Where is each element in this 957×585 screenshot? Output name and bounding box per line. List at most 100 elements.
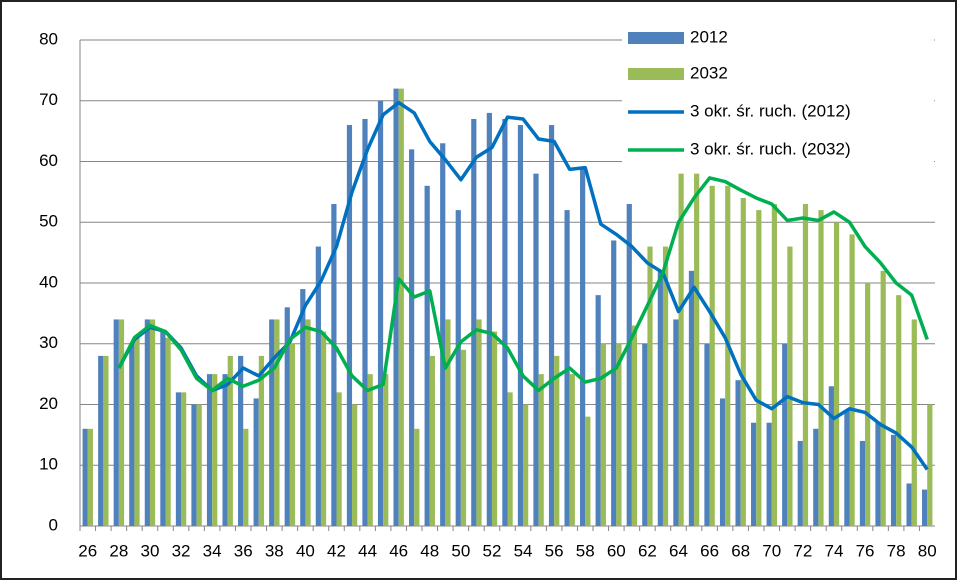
bar [548, 125, 555, 527]
bar [523, 404, 529, 526]
bar [647, 246, 653, 527]
bar [113, 319, 119, 526]
bar [911, 319, 917, 526]
bar [569, 374, 575, 526]
bar [118, 319, 125, 526]
bar [305, 319, 311, 526]
bar [657, 270, 663, 526]
y-tick-label: 70 [39, 90, 58, 109]
bar [725, 185, 731, 527]
bar [735, 380, 741, 526]
bar [782, 343, 788, 526]
bar [191, 404, 197, 526]
bar [269, 319, 275, 526]
bar [538, 374, 544, 526]
bar [87, 428, 93, 526]
bar [367, 374, 373, 526]
bar [346, 125, 353, 527]
bar [880, 270, 886, 526]
x-tick-label: 38 [265, 541, 284, 560]
y-tick-label: 30 [39, 333, 58, 352]
bar [611, 240, 617, 526]
x-tick-label: 54 [514, 541, 533, 560]
bar [440, 143, 446, 526]
bar [626, 204, 632, 526]
x-tick-label: 52 [482, 541, 501, 560]
bar [616, 343, 622, 526]
x-tick-label: 28 [109, 541, 128, 560]
bar [253, 398, 259, 526]
bar [751, 422, 757, 526]
bar [554, 355, 560, 526]
bar [315, 246, 321, 527]
x-tick-label: 50 [451, 541, 470, 560]
bar [471, 118, 477, 526]
bar [134, 337, 140, 526]
bar [383, 374, 389, 526]
bar [165, 337, 171, 526]
bar [642, 343, 648, 526]
x-tick-label: 42 [327, 541, 346, 560]
bar [906, 483, 912, 526]
x-tick-label: 78 [887, 541, 906, 560]
bar [274, 319, 280, 526]
bar [212, 374, 218, 526]
y-tick-label: 40 [39, 272, 58, 291]
legend-label: 2012 [690, 27, 728, 46]
x-tick-label: 70 [762, 541, 781, 560]
bar [331, 204, 337, 526]
bar [196, 404, 202, 526]
bar [414, 428, 420, 526]
y-tick-label: 80 [39, 29, 58, 48]
x-tick-label: 34 [203, 541, 222, 560]
bar [585, 416, 591, 526]
bar [491, 331, 498, 526]
bar [595, 295, 601, 526]
x-tick-label: 40 [296, 541, 315, 560]
x-tick-label: 62 [638, 541, 657, 560]
bar [673, 319, 679, 526]
bar [771, 204, 777, 526]
bar [756, 210, 762, 526]
bar [859, 440, 866, 526]
bar [476, 319, 482, 526]
bar [103, 355, 109, 526]
bar [844, 410, 850, 526]
line [117, 176, 929, 393]
bar [662, 246, 669, 527]
bar [222, 374, 228, 526]
bar [424, 185, 430, 527]
x-tick-label: 44 [358, 541, 377, 560]
bar [455, 210, 461, 526]
bar [802, 204, 809, 526]
bar [709, 185, 715, 527]
bar [600, 343, 606, 526]
bar [740, 197, 746, 526]
legend-swatch [628, 32, 684, 44]
x-tick-label: 36 [234, 541, 253, 560]
bar [98, 355, 104, 526]
bar [766, 422, 772, 526]
bar [398, 88, 404, 526]
bar [336, 392, 342, 526]
bar [890, 434, 897, 526]
bar [429, 355, 435, 526]
bar [300, 289, 306, 526]
bar [243, 428, 249, 526]
bar [797, 440, 803, 526]
bar [849, 234, 855, 526]
bar [460, 349, 467, 526]
bar [362, 118, 368, 526]
bar [787, 246, 793, 527]
bar [352, 404, 358, 526]
bar [238, 355, 244, 526]
bar [258, 355, 264, 526]
bar [181, 392, 187, 526]
x-tick-label: 46 [389, 541, 408, 560]
bar [227, 355, 233, 526]
y-tick-label: 10 [39, 455, 58, 474]
x-tick-label: 30 [140, 541, 159, 560]
bar [289, 343, 296, 526]
bar [678, 173, 684, 526]
bar [580, 167, 586, 526]
